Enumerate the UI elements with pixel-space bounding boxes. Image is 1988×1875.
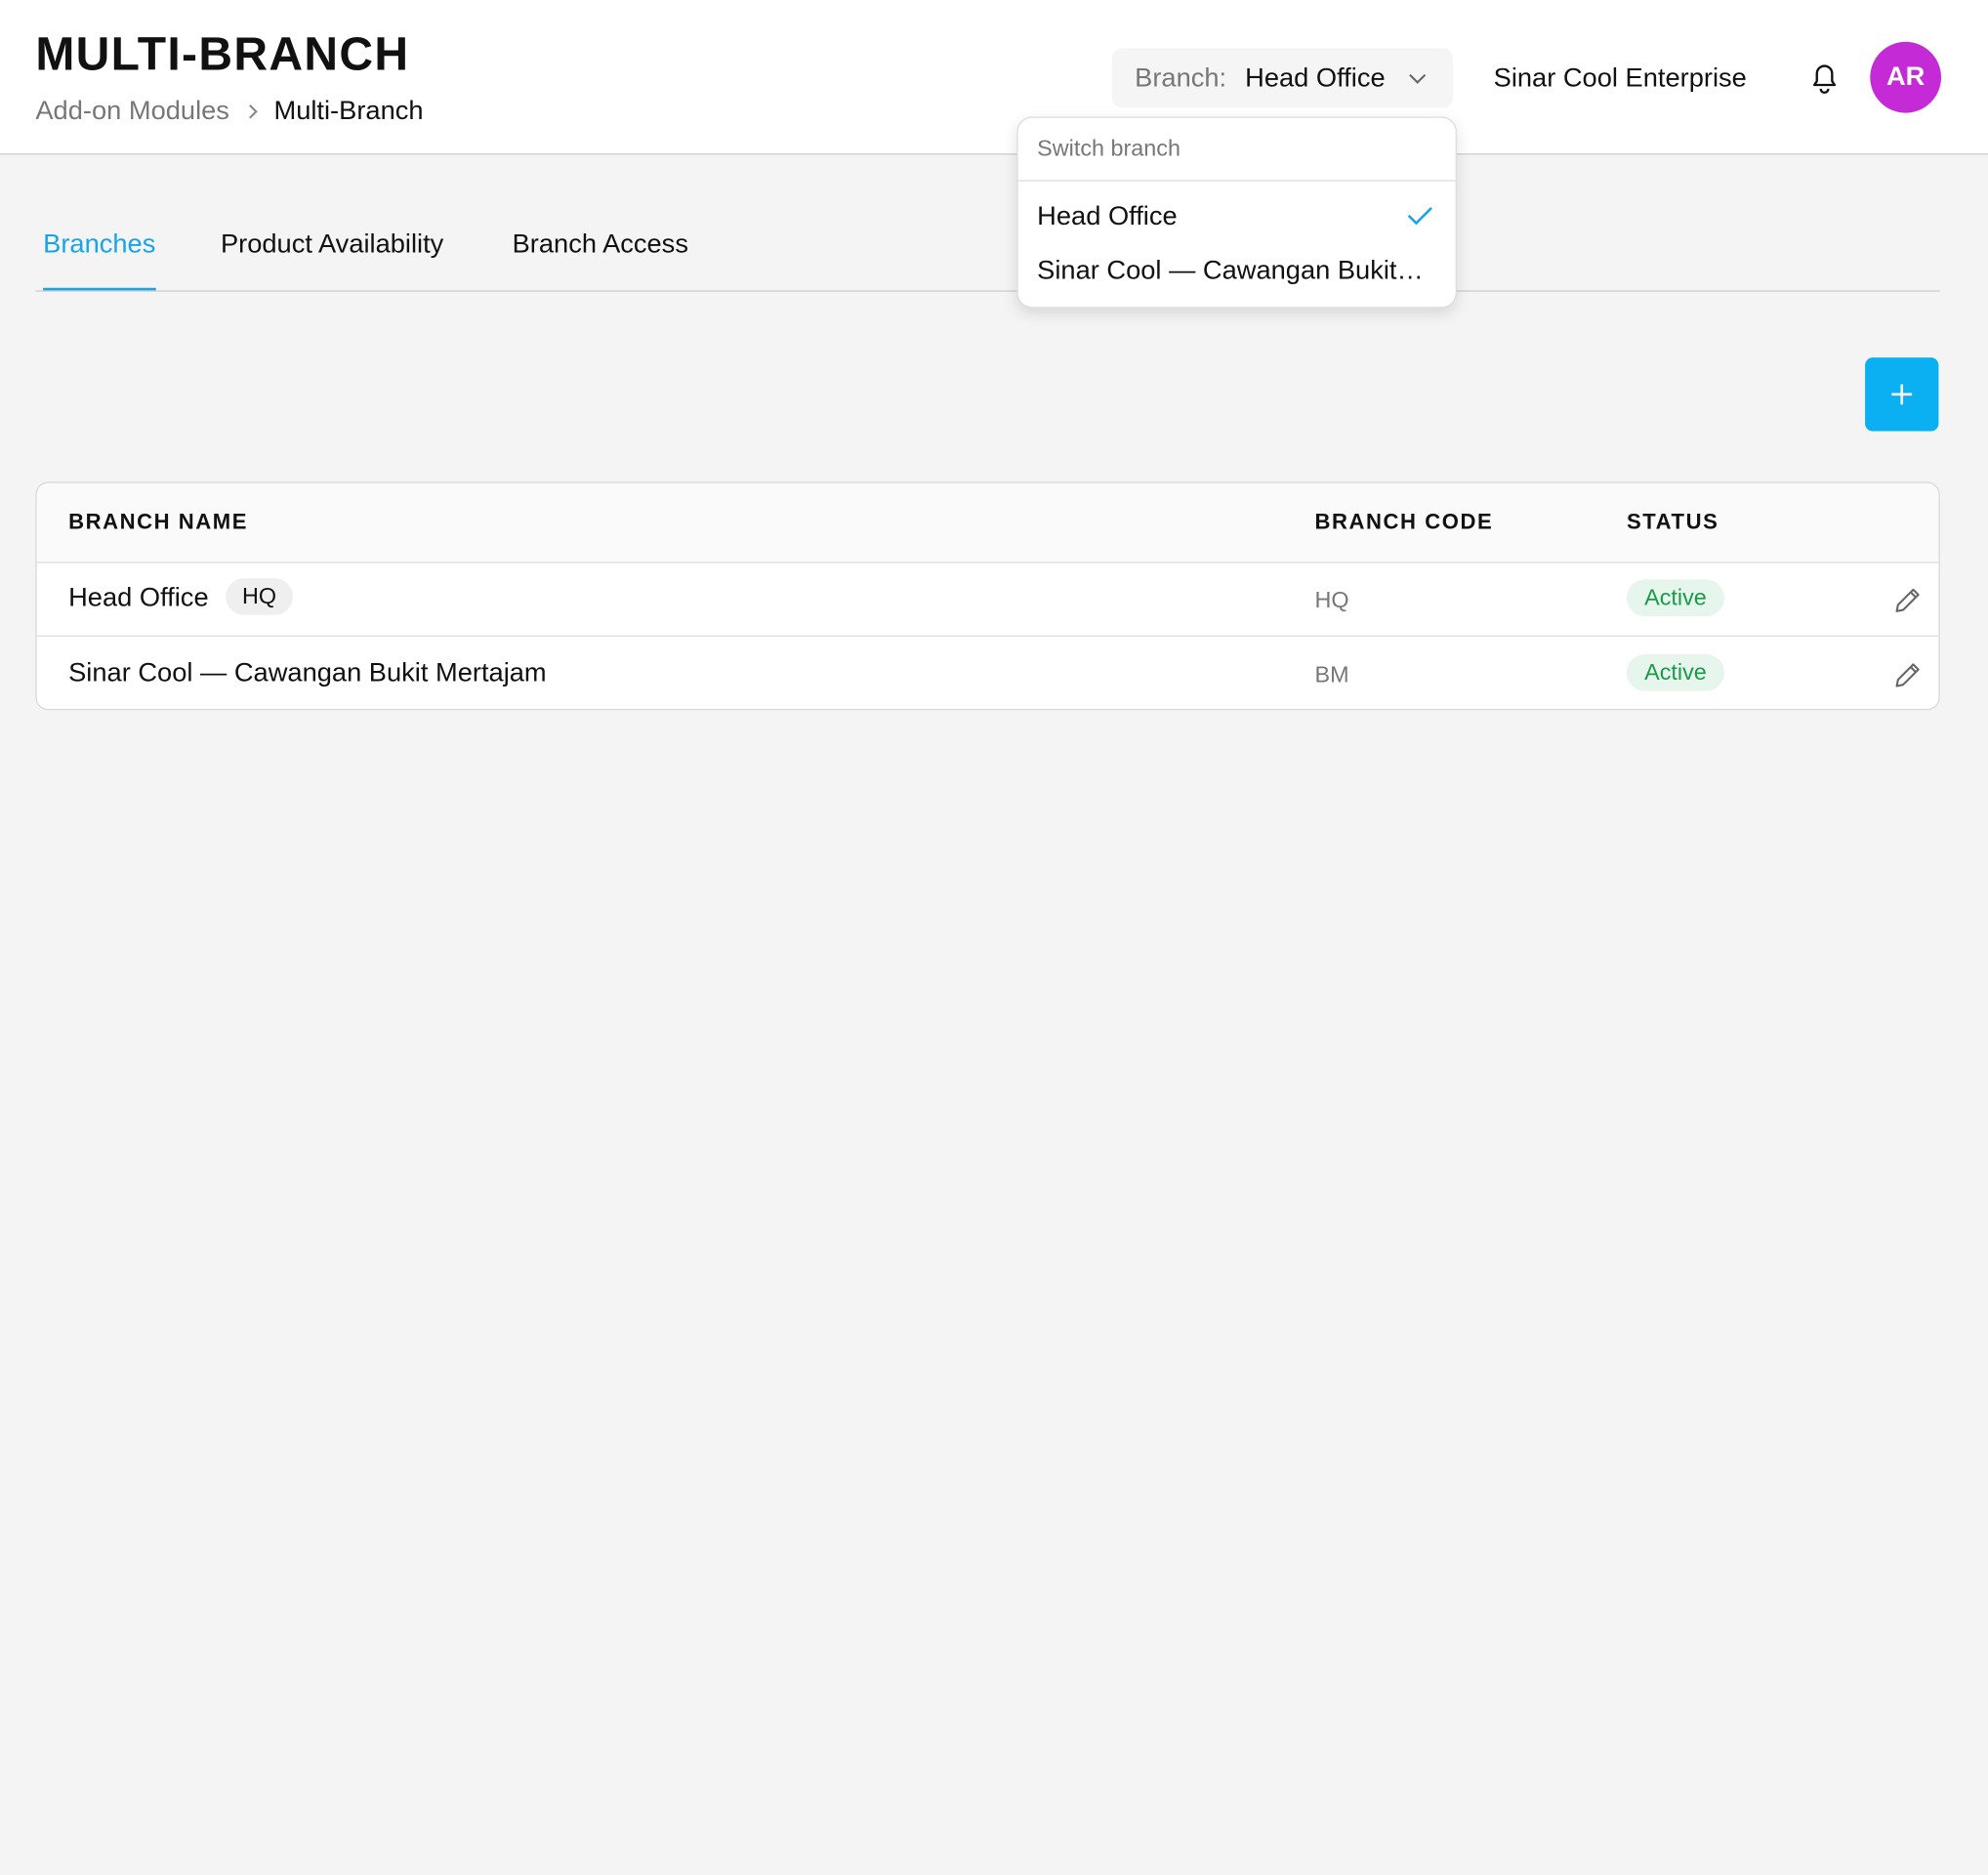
add-button[interactable]: [1865, 357, 1939, 432]
plus-icon: [1891, 384, 1913, 405]
avatar[interactable]: AR: [1870, 41, 1942, 113]
chevron-down: [1409, 73, 1427, 84]
dropdown-option[interactable]: Head Office: [1037, 201, 1178, 231]
active-tab-indicator: [43, 287, 156, 291]
breadcrumb-chevron: [249, 104, 258, 119]
column-header: STATUS: [1626, 509, 1719, 534]
tab[interactable]: Branches: [43, 229, 156, 259]
table-header: [36, 482, 1939, 563]
tabs-divider: [35, 290, 1940, 292]
status-pill: Active: [1626, 579, 1725, 617]
header: MULTI-BRANCH Add-on Modules Multi-Branch…: [0, 0, 1988, 155]
branch-code: BM: [1314, 661, 1349, 688]
page-title: MULTI-BRANCH: [35, 27, 410, 80]
status-pill: Active: [1626, 654, 1725, 691]
edit-button[interactable]: [1891, 658, 1925, 691]
selector-label: Branch:: [1135, 62, 1227, 93]
branch-dropdown: Switch branch Head Office Sinar Cool — C…: [1016, 116, 1457, 309]
breadcrumb-current: Multi-Branch: [273, 96, 424, 126]
tab[interactable]: Branch Access: [512, 229, 688, 259]
company-name[interactable]: Sinar Cool Enterprise: [1493, 62, 1747, 93]
dropdown-option[interactable]: Sinar Cool — Cawangan Bukit…: [1037, 256, 1424, 286]
tab[interactable]: Product Availability: [220, 229, 444, 259]
dropdown-divider: [1017, 180, 1456, 182]
branch-name: Head Office: [68, 583, 209, 613]
dropdown-heading: Switch branch: [1037, 135, 1180, 161]
column-header: BRANCH NAME: [68, 509, 249, 534]
table-row: Head Office HQ HQ Active: [36, 562, 1939, 637]
branch-code: HQ: [1314, 587, 1349, 613]
edit-button[interactable]: [1891, 583, 1925, 616]
selector-value: Head Office: [1245, 62, 1386, 93]
branches-table: BRANCH NAME BRANCH CODE STATUS Head Office H…: [35, 481, 1940, 711]
branch-selector[interactable]: Branch: Head Office: [1111, 48, 1454, 108]
column-header: BRANCH CODE: [1314, 509, 1494, 534]
table-row: Sinar Cool — Cawangan Bukit Mertajam BM Ac…: [37, 637, 1939, 709]
hq-badge: HQ: [226, 578, 293, 615]
notification-bell[interactable]: [1808, 61, 1842, 96]
breadcrumb-link[interactable]: Add-on Modules: [35, 96, 229, 126]
selected-check: [1407, 207, 1432, 226]
branch-name: Sinar Cool — Cawangan Bukit Mertajam: [68, 657, 547, 688]
